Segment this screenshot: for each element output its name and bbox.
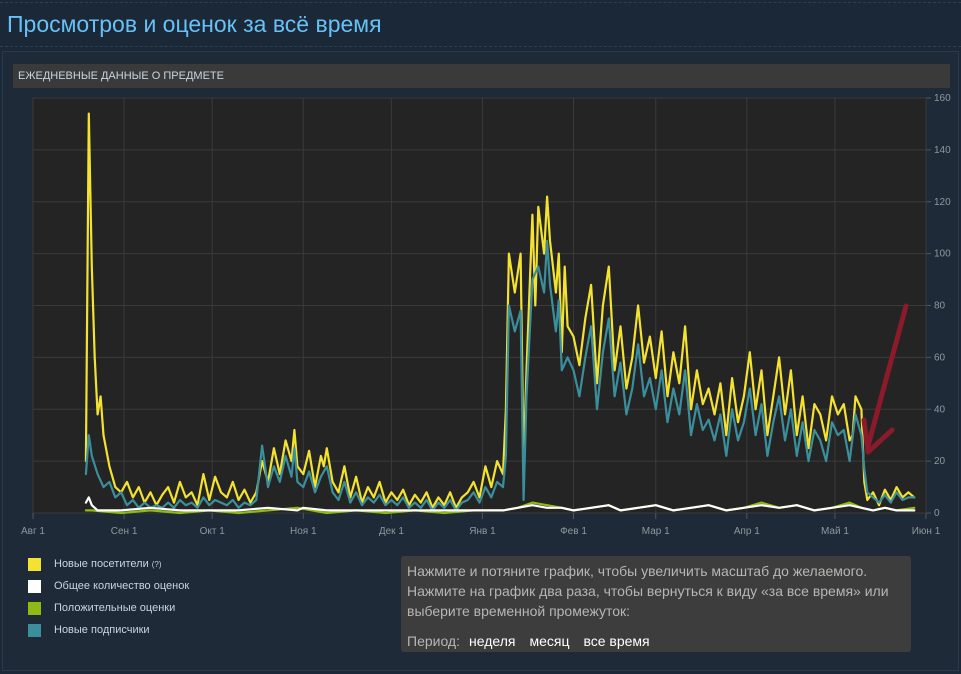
legend-item-total-ratings[interactable]: Общее количество оценок bbox=[28, 575, 189, 597]
y-tick-label: 140 bbox=[934, 145, 951, 156]
x-tick-label: Фев 1 bbox=[560, 526, 587, 537]
legend-item-positive-ratings[interactable]: Положительные оценки bbox=[28, 597, 189, 619]
legend-label-new-visitors: Новые посетители bbox=[54, 558, 149, 570]
legend-item-new-visitors[interactable]: Новые посетители (?) bbox=[28, 553, 189, 575]
x-tick-label: Апр 1 bbox=[734, 526, 760, 537]
page-title: Просмотров и оценок за всё время bbox=[7, 11, 382, 37]
period-selector: Период: неделя месяц все время bbox=[407, 631, 905, 651]
period-month-link[interactable]: месяц bbox=[529, 633, 570, 649]
y-tick-label: 160 bbox=[934, 93, 951, 104]
zoom-help-box: Нажмите и потяните график, чтобы увеличи… bbox=[401, 556, 911, 652]
annotation-arrow-shaft bbox=[865, 303, 909, 449]
legend-label-total-ratings: Общее количество оценок bbox=[54, 580, 190, 592]
legend-swatch-positive-ratings bbox=[28, 601, 41, 615]
x-tick-label: Сен 1 bbox=[111, 526, 138, 537]
legend-swatch-new-visitors bbox=[28, 557, 41, 571]
y-tick-label: 80 bbox=[934, 301, 946, 312]
help-text-line-3: выберите временной промежуток: bbox=[407, 603, 631, 619]
x-tick-label: Ноя 1 bbox=[290, 526, 317, 537]
legend-swatch-total-ratings bbox=[28, 579, 41, 593]
x-tick-label: Мар 1 bbox=[642, 526, 670, 537]
help-text-line-1: Нажмите и потяните график, чтобы увеличи… bbox=[407, 563, 868, 579]
help-tooltip-icon[interactable]: (?) bbox=[151, 559, 162, 569]
panel-header: ЕЖЕДНЕВНЫЕ ДАННЫЕ О ПРЕДМЕТЕ bbox=[13, 64, 950, 88]
x-tick-label: Дек 1 bbox=[379, 526, 404, 537]
legend-item-new-subscribers[interactable]: Новые подписчики bbox=[28, 619, 189, 641]
y-tick-label: 100 bbox=[934, 249, 951, 260]
annotation-arrow-head bbox=[861, 417, 895, 455]
legend-label-new-subscribers: Новые подписчики bbox=[54, 624, 150, 636]
x-tick-label: Окт 1 bbox=[200, 526, 226, 537]
x-tick-label: Авг 1 bbox=[21, 526, 45, 537]
y-tick-label: 20 bbox=[934, 456, 946, 467]
legend-label-positive-ratings: Положительные оценки bbox=[54, 602, 176, 614]
period-all-time-link[interactable]: все время bbox=[583, 633, 650, 649]
help-text-line-2: Нажмите на график два раза, чтобы вернут… bbox=[407, 583, 889, 599]
top-divider bbox=[0, 2, 961, 3]
series-line-1 bbox=[84, 239, 916, 512]
x-tick-label: Янв 1 bbox=[469, 526, 496, 537]
series-line-3 bbox=[84, 496, 916, 512]
y-tick-label: 120 bbox=[934, 197, 951, 208]
y-tick-label: 40 bbox=[934, 404, 946, 415]
period-label: Период: bbox=[407, 633, 460, 649]
y-tick-label: 0 bbox=[934, 508, 940, 519]
period-week-link[interactable]: неделя bbox=[469, 633, 516, 649]
x-tick-label: Июн 1 bbox=[912, 526, 941, 537]
title-divider bbox=[0, 46, 961, 47]
chart-legend: Новые посетители (?) Общее количество оц… bbox=[28, 553, 189, 641]
x-tick-label: Май 1 bbox=[821, 526, 849, 537]
legend-swatch-new-subscribers bbox=[28, 623, 41, 637]
y-tick-label: 60 bbox=[934, 352, 946, 363]
